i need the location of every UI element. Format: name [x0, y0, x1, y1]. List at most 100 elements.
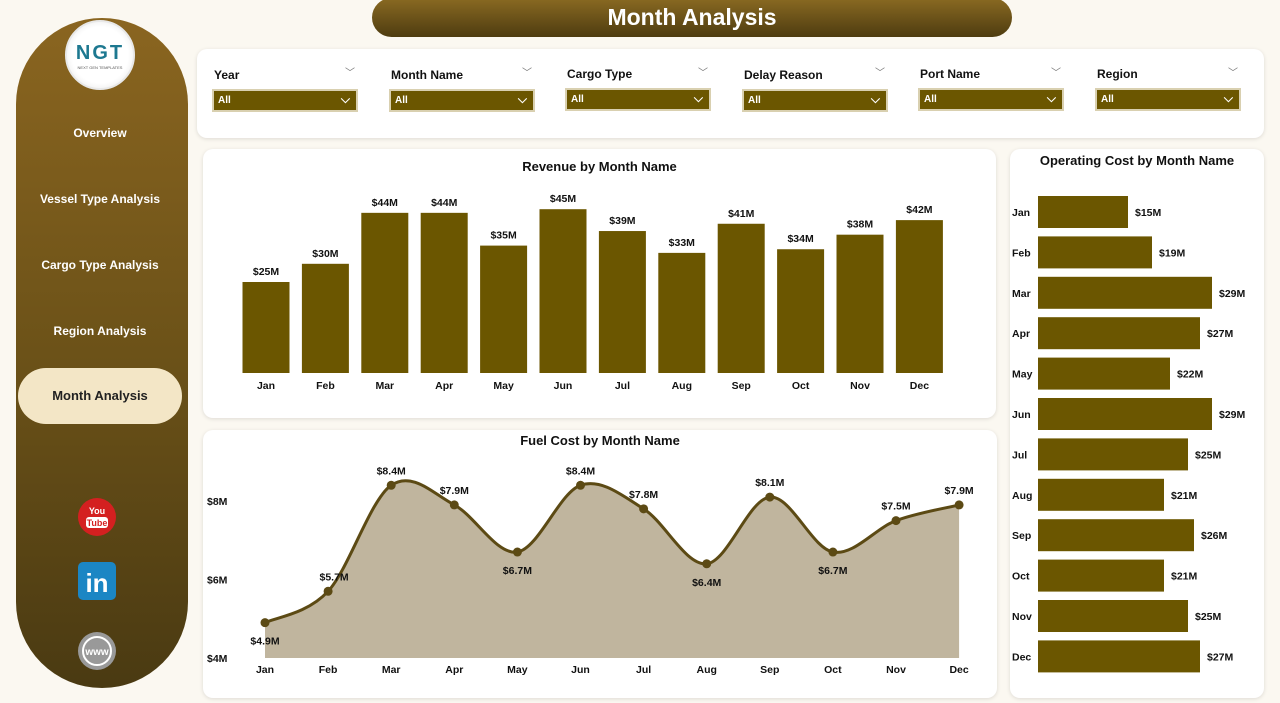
dropdown-value: All [748, 95, 761, 106]
x-tick-label: Apr [435, 380, 453, 392]
x-tick-label: Jun [554, 380, 573, 392]
data-label: $25M [1195, 611, 1222, 623]
data-label: $6.4M [692, 577, 721, 589]
chevron-down-icon: ⌵ [340, 92, 350, 106]
fuel-chart: $4M $6M $8M $4.9M Jan $5.7M Feb $8.4M Mar $7.9M Ap… [207, 465, 974, 676]
filter-dropdown[interactable]: All ⌵ [565, 88, 711, 111]
svg-text:in: in [85, 568, 108, 598]
x-tick-label: Mar [382, 664, 401, 676]
y-tick-label: Nov [1012, 611, 1032, 623]
x-tick-label: Mar [375, 380, 394, 392]
bar-oct [777, 249, 825, 373]
filter-dropdown[interactable]: All ⌵ [1095, 88, 1241, 111]
data-label: $41M [728, 208, 755, 220]
dropdown-value: All [924, 94, 937, 105]
nav-month-analysis[interactable]: Month Analysis [18, 368, 182, 424]
data-label: $7.9M [945, 485, 974, 497]
bar-apr [420, 212, 468, 373]
data-label: $26M [1201, 530, 1228, 542]
bar-dec [895, 220, 943, 373]
linkedin-icon[interactable]: in [77, 561, 117, 601]
data-point [765, 492, 775, 502]
filter-label: Month Name [391, 68, 463, 82]
nav-cargo-type-analysis[interactable]: Cargo Type Analysis [41, 258, 159, 272]
chevron-down-icon[interactable]: ﹀ [875, 68, 885, 79]
chevron-down-icon: ⌵ [693, 91, 703, 105]
data-label: $38M [847, 219, 874, 231]
x-tick-label: Sep [732, 380, 751, 392]
data-label: $5.7M [320, 571, 349, 583]
chevron-down-icon: ⌵ [517, 92, 527, 106]
data-label: $29M [1219, 409, 1246, 421]
bar-aug [1038, 478, 1164, 511]
y-tick-label: Sep [1012, 530, 1031, 542]
bar-nov [1038, 600, 1188, 632]
filter-label: Port Name [920, 67, 981, 81]
y-tick-label: Apr [1012, 328, 1030, 340]
y-tick-label: $4M [207, 653, 228, 665]
nav-vessel-type-analysis[interactable]: Vessel Type Analysis [39, 192, 161, 206]
filter-dropdown[interactable]: All ⌵ [212, 89, 358, 112]
filter-label: Cargo Type [567, 67, 633, 81]
bar-mar [361, 212, 409, 373]
bar-aug [658, 252, 706, 373]
area-fill [265, 480, 960, 658]
x-tick-label: Feb [319, 664, 338, 676]
x-tick-label: May [493, 380, 514, 392]
data-label: $34M [787, 233, 814, 245]
data-point [260, 618, 270, 628]
chevron-down-icon[interactable]: ﹀ [522, 68, 532, 79]
y-tick-label: Jul [1012, 449, 1027, 461]
x-tick-label: Jun [571, 664, 590, 676]
bar-jun [539, 209, 587, 373]
chart-title: Operating Cost by Month Name [1039, 153, 1235, 168]
bar-nov [836, 234, 884, 373]
chevron-down-icon[interactable]: ﹀ [345, 68, 355, 79]
youtube-icon[interactable]: You Tube [77, 497, 117, 537]
data-point [954, 500, 964, 510]
bar-jun [1038, 398, 1212, 430]
bar-jul [1038, 438, 1188, 471]
data-label: $4.9M [250, 636, 279, 648]
data-label: $33M [669, 237, 696, 249]
nav-overview[interactable]: Overview [73, 126, 127, 140]
svg-text:Tube: Tube [87, 518, 108, 528]
bar-feb [1038, 236, 1152, 269]
data-label: $22M [1177, 369, 1204, 381]
filter-label: Year [214, 68, 240, 82]
bar-sep [1038, 519, 1194, 552]
data-point [323, 586, 333, 596]
page-title: Month Analysis [372, 0, 1012, 37]
y-tick-label: Dec [1012, 651, 1031, 663]
bar-jan [242, 282, 290, 373]
data-point [828, 547, 838, 557]
filter-label: Delay Reason [744, 68, 823, 82]
x-tick-label: Jul [615, 380, 630, 392]
filter-dropdown[interactable]: All ⌵ [742, 89, 888, 112]
x-tick-label: Sep [760, 664, 779, 676]
data-label: $27M [1207, 651, 1234, 663]
x-tick-label: Apr [445, 664, 463, 676]
data-label: $35M [490, 230, 517, 242]
data-label: $27M [1207, 328, 1234, 340]
y-tick-label: Feb [1012, 247, 1031, 259]
x-tick-label: Nov [850, 380, 870, 392]
chevron-down-icon[interactable]: ﹀ [1051, 68, 1061, 79]
dropdown-value: All [218, 95, 231, 106]
filter-dropdown[interactable]: All ⌵ [389, 89, 535, 112]
chevron-down-icon[interactable]: ﹀ [1228, 68, 1238, 79]
sidebar: NGT NEXT GEN TEMPLATES Overview Vessel Ty… [16, 18, 188, 688]
data-point [891, 516, 901, 526]
nav-region-analysis[interactable]: Region Analysis [53, 324, 147, 338]
dropdown-value: All [395, 95, 408, 106]
y-tick-label: Jun [1012, 409, 1031, 421]
chevron-down-icon: ⌵ [1046, 91, 1056, 105]
chevron-down-icon[interactable]: ﹀ [698, 68, 708, 79]
data-point [576, 480, 585, 490]
y-tick-label: Oct [1012, 571, 1030, 583]
bar-feb [301, 263, 349, 373]
website-globe-icon[interactable]: www [77, 631, 117, 671]
x-tick-label: Jan [257, 380, 275, 392]
filter-dropdown[interactable]: All ⌵ [918, 88, 1064, 111]
bar-jul [598, 231, 646, 373]
